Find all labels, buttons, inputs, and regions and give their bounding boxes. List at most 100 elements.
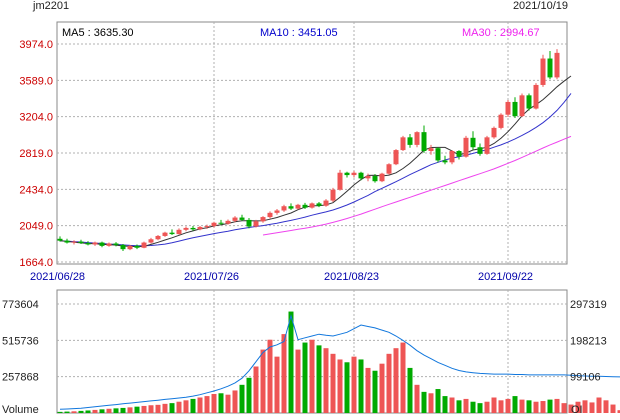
price-tick-label: 2819.0 xyxy=(19,148,53,160)
candle-body xyxy=(323,200,329,206)
volume-bar xyxy=(260,349,266,413)
oi-tick-label: 99106 xyxy=(570,372,601,384)
candle-body xyxy=(344,172,350,176)
volume-axis-label: Volume xyxy=(2,404,39,416)
volume-bar xyxy=(99,409,105,413)
candle-body xyxy=(211,222,217,227)
candle-body xyxy=(470,137,476,148)
candle-body xyxy=(428,148,434,152)
candle-body xyxy=(141,242,147,248)
volume-bar xyxy=(162,403,168,413)
date-tick-label: 2021/06/28 xyxy=(30,271,85,283)
volume-bar xyxy=(512,396,518,413)
candle-body xyxy=(435,148,441,161)
volume-bar xyxy=(302,342,308,413)
candle-body xyxy=(71,241,77,243)
candle-body xyxy=(505,101,511,115)
candle-body xyxy=(540,58,546,85)
volume-bar xyxy=(169,403,175,413)
volume-bar xyxy=(288,311,294,413)
candle-body xyxy=(64,240,70,243)
volume-bar xyxy=(365,367,371,413)
volume-bar xyxy=(575,401,581,413)
candle-body xyxy=(421,132,427,152)
volume-bar xyxy=(127,407,133,413)
volume-bar xyxy=(309,339,315,413)
candle-body xyxy=(239,217,245,220)
candle-body xyxy=(190,227,196,230)
volume-bar xyxy=(120,407,126,413)
volume-bar xyxy=(610,404,616,413)
volume-bar xyxy=(379,363,385,413)
volume-bar xyxy=(435,389,441,413)
volume-bar xyxy=(218,393,224,413)
candle-body xyxy=(309,203,315,208)
volume-bar xyxy=(85,410,91,413)
volume-bar xyxy=(71,411,77,413)
volume-bar xyxy=(400,342,406,413)
candle-body xyxy=(183,227,189,230)
volume-bar xyxy=(323,348,329,413)
candle-body xyxy=(379,173,385,182)
volume-bar xyxy=(589,402,595,413)
candle-body xyxy=(449,151,455,163)
candle-body xyxy=(358,172,364,179)
candle-body xyxy=(260,217,266,222)
candle-body xyxy=(274,210,280,213)
volume-bar xyxy=(540,401,546,413)
ma10-legend: MA10 : 3451.05 xyxy=(260,27,338,39)
candle-body xyxy=(204,226,210,228)
volume-bar xyxy=(197,397,203,413)
volume-bar xyxy=(225,394,231,413)
volume-bar xyxy=(337,359,343,413)
candle-body xyxy=(295,204,301,209)
volume-bar xyxy=(316,345,322,413)
volume-bar xyxy=(239,384,245,413)
candle-body xyxy=(267,212,273,218)
volume-bar xyxy=(505,398,511,413)
volume-bar xyxy=(57,411,63,413)
candle-body xyxy=(120,244,126,250)
candle-body xyxy=(232,217,238,221)
volume-bar xyxy=(267,339,273,413)
candle-body xyxy=(547,58,553,78)
candle-body xyxy=(99,242,105,246)
ma30-legend: MA30 : 2994.67 xyxy=(462,27,540,39)
candle-body xyxy=(456,151,462,157)
volume-bar xyxy=(106,408,112,413)
volume-bar xyxy=(407,367,413,413)
candle-body xyxy=(498,114,504,128)
oi-line xyxy=(59,313,620,410)
candle-body xyxy=(78,241,84,244)
volume-bar xyxy=(113,408,119,413)
volume-bar xyxy=(526,400,532,413)
volume-bar xyxy=(246,377,252,413)
volume-bar xyxy=(561,403,567,413)
candle-body xyxy=(148,239,154,243)
volume-bar xyxy=(477,403,483,413)
volume-bar xyxy=(232,390,238,413)
volume-bar xyxy=(253,366,259,413)
volume-bar xyxy=(372,370,378,413)
volume-bar xyxy=(295,349,301,413)
volume-bar xyxy=(204,396,210,413)
candle-body xyxy=(477,147,483,154)
candle-body xyxy=(302,204,308,208)
volume-bar xyxy=(274,356,280,413)
candle-body xyxy=(491,127,497,138)
candle-body xyxy=(197,226,203,230)
candle-body xyxy=(512,101,518,117)
volume-bar xyxy=(344,362,350,413)
price-tick-label: 2434.0 xyxy=(19,184,53,196)
volume-bar xyxy=(554,398,560,413)
volume-bar xyxy=(78,410,84,413)
volume-tick-label: 257868 xyxy=(2,372,39,384)
date-tick-label: 2021/09/22 xyxy=(478,271,533,283)
symbol-label: jm2201 xyxy=(33,0,70,12)
volume-bar xyxy=(190,398,196,413)
candle-body xyxy=(127,245,133,250)
volume-bar xyxy=(414,384,420,413)
candle-body xyxy=(85,243,91,245)
candle-body xyxy=(526,95,532,109)
volume-bar xyxy=(92,409,98,413)
